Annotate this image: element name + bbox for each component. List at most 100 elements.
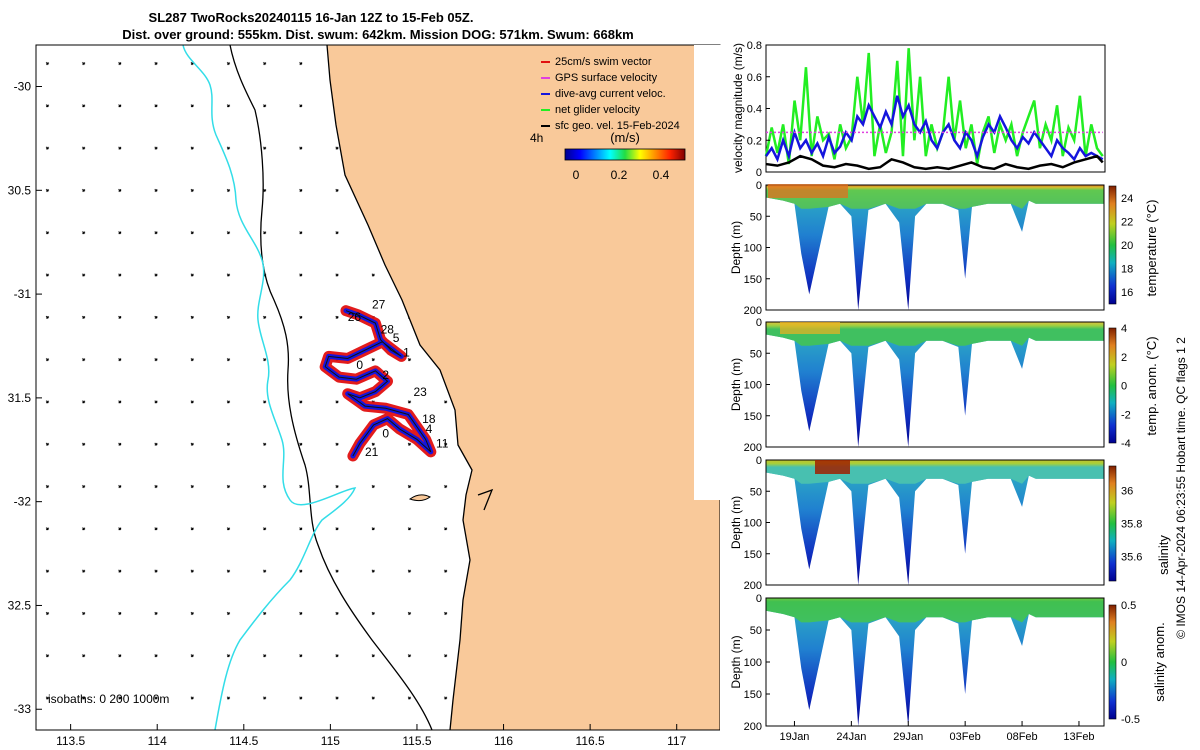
- day-label: 18: [422, 412, 436, 426]
- depth-tick-label: 100: [744, 243, 762, 255]
- deep-water-plumes: [766, 598, 1104, 726]
- mixed-layer: [766, 322, 1104, 346]
- deep-water-plumes: [766, 460, 1104, 585]
- map-ytick-label: 32.5: [8, 598, 32, 612]
- salinity-anomaly-colorbar-label: salinity anom.: [1152, 622, 1167, 701]
- velocity-panel: 0 0.2 0.4 0.6 0.8 velocity magnitude (m/s): [731, 40, 1106, 179]
- title-line-1: SL287 TwoRocks20240115 16-Jan 12Z to 15-…: [149, 10, 474, 25]
- credit-line: © IMOS 14-Apr-2024 06:23:55 Hobart time.…: [1174, 337, 1188, 639]
- depth-axis-label: Depth (m): [729, 221, 743, 274]
- depth-tick-label: 200: [744, 305, 762, 317]
- colorbar-tick-label: -4: [1121, 438, 1131, 450]
- time-tick-label: 19Jan: [779, 731, 809, 743]
- colorbar-tick-label: -2: [1121, 409, 1131, 421]
- series-sfc-geo-vel-15-feb-2024: [765, 154, 1104, 171]
- day-label: 11: [436, 437, 449, 451]
- depth-tick-label: 0: [756, 180, 762, 192]
- velocity-ytick-label: 0: [756, 167, 762, 179]
- map-legend: 25cm/s swim vector GPS surface velocity …: [530, 56, 686, 182]
- map-xtick-label: 116.5: [576, 734, 605, 748]
- day-label: 27: [372, 298, 386, 312]
- depth-tick-label: 200: [744, 580, 762, 592]
- warm-anomaly-patch: [780, 322, 840, 334]
- colorbar-tick-label: 36: [1121, 486, 1133, 498]
- mixed-layer: [766, 598, 1104, 623]
- series-dive-avg-current-veloc-: [764, 95, 1104, 163]
- time-tick-label: 08Feb: [1006, 731, 1037, 743]
- velocity-ytick-label: 0.4: [747, 104, 762, 116]
- speed-colorbar: [564, 148, 686, 161]
- title-line-2: Dist. over ground: 555km. Dist. swum: 64…: [122, 27, 634, 42]
- day-label: 21: [365, 445, 379, 459]
- day-label: 0: [382, 426, 389, 440]
- depth-tick-label: 150: [744, 689, 762, 701]
- depth-axis-label: Depth (m): [729, 496, 743, 549]
- depth-axis-label: Depth (m): [729, 358, 743, 411]
- day-label: 1: [403, 345, 410, 359]
- map-xtick-label: 115: [321, 734, 340, 748]
- depth-tick-label: 50: [750, 211, 762, 223]
- colorbar-tick-label: 16: [1121, 287, 1133, 299]
- map-xtick-label: 114: [148, 734, 167, 748]
- depth-tick-label: 50: [750, 625, 762, 637]
- day-label: 2: [382, 368, 389, 382]
- colorbar-tick-label: 22: [1121, 216, 1133, 228]
- velocity-ylabel: velocity magnitude (m/s): [731, 43, 745, 173]
- day-label: 28: [381, 323, 395, 337]
- colorbar-tick-label: 18: [1121, 264, 1133, 276]
- depth-tick-label: 50: [750, 348, 762, 360]
- legend-scale-label: 4h: [530, 131, 543, 145]
- map-ytick-label: -32: [14, 495, 32, 509]
- glider-path-line: [324, 310, 432, 457]
- salinity-anomaly-section: [766, 598, 1104, 726]
- coastline: [326, 44, 473, 731]
- colorbar-tick-label: 20: [1121, 240, 1133, 252]
- map-ytick-label: 31.5: [8, 391, 32, 405]
- velocity-axes: [765, 44, 1106, 173]
- depth-axis-label: Depth (m): [729, 635, 743, 688]
- map-xtick-label: 114.5: [229, 734, 258, 748]
- colorbar-tick-label: 35.8: [1121, 519, 1142, 531]
- map-axes: 113.5 114 114.5 115 115.5 116 116.5 117-3030.5-…: [8, 80, 687, 748]
- velocity-ytick-label: 0.8: [747, 40, 762, 52]
- day-label: 23: [413, 385, 427, 399]
- map-ytick-label: 30.5: [8, 183, 32, 197]
- colorbar-tick-2: 0.4: [653, 168, 670, 182]
- depth-tick-label: 50: [750, 486, 762, 498]
- day-label: 0: [356, 358, 363, 372]
- coastline-detail: [477, 488, 494, 511]
- temp-anomaly-section: [766, 322, 1104, 447]
- salinity-colorbar-label: salinity: [1156, 535, 1171, 575]
- time-tick-label: 29Jan: [893, 731, 923, 743]
- temperature-colorbar: [1108, 185, 1117, 305]
- map-xtick-label: 116: [494, 734, 513, 748]
- glider-track: [319, 305, 437, 462]
- warm-surface-patch: [768, 184, 848, 198]
- series-net-glider-velocity: [764, 48, 1104, 165]
- deep-water-plumes: [766, 322, 1104, 447]
- time-tick-label: 13Feb: [1063, 731, 1094, 743]
- colorbar-tick-label: 0.5: [1121, 600, 1136, 612]
- velocity-ticks: 0 0.2 0.4 0.6 0.8: [747, 40, 770, 179]
- temp-anomaly-colorbar-label: temp. anom. (°C): [1144, 336, 1159, 435]
- map-ytick-label: -30: [14, 80, 32, 94]
- island: [408, 494, 431, 502]
- depth-tick-label: 150: [744, 411, 762, 423]
- colorbar-tick-0: 0: [573, 168, 580, 182]
- salinity-colorbar: [1108, 465, 1117, 582]
- salinity-anomaly-colorbar: [1108, 604, 1117, 720]
- depth-tick-label: 150: [744, 274, 762, 286]
- depth-tick-label: 0: [756, 317, 762, 329]
- depth-tick-label: 0: [756, 455, 762, 467]
- isobath-note: isobaths: 0 200 1000m: [48, 692, 169, 706]
- legend-gps-velocity: GPS surface velocity: [555, 72, 658, 84]
- colorbar-tick-label: 4: [1121, 323, 1127, 335]
- depth-tick-label: 100: [744, 518, 762, 530]
- mixed-layer: [766, 460, 1104, 484]
- legend-net-velocity: net glider velocity: [555, 104, 640, 116]
- time-tick-label: 03Feb: [950, 731, 981, 743]
- depth-tick-label: 100: [744, 657, 762, 669]
